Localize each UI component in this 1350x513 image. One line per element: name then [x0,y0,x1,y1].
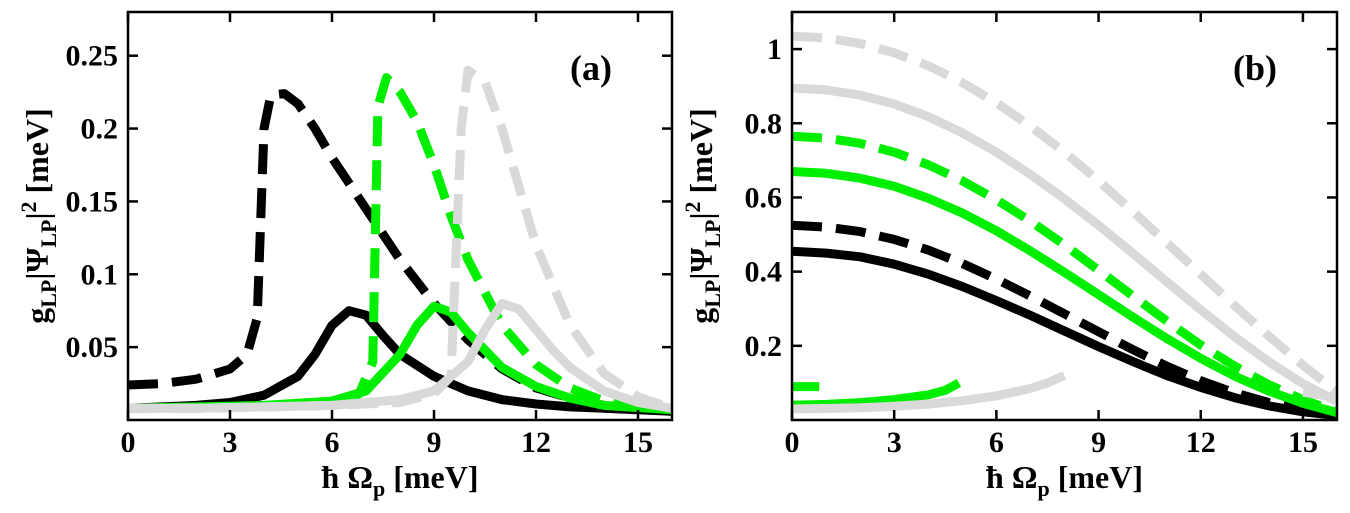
panel-b: 0 3 6 9 12 15 0.2 0.4 0.6 0.8 1 (b) ħ Ωp [meV] gLP|ΨL… [680,10,1339,501]
series-gray-solid [128,298,672,413]
y-tick-label: 0.2 [745,330,783,363]
y-tick-label: 0.8 [745,107,783,140]
panel-a: 0 3 6 9 12 15 0.05 0.1 0.15 0.2 0.25 (a) ħ Ωp [meV] g… [16,10,674,501]
y-tick-label: 0.05 [66,331,119,364]
series-gray-solid [792,83,1337,406]
y-tick-label: 0.2 [81,113,119,146]
x-tick-label: 15 [1288,426,1318,459]
series-gray-dashed [128,65,672,413]
y-tick-label: 0.15 [66,185,119,218]
series-gray-lower-branch [792,371,1067,414]
x-tick-label: 9 [1091,426,1106,459]
y-tick-label: 0.4 [745,256,783,289]
series-black-dashed [128,89,672,416]
x-tick-label: 9 [427,426,442,459]
x-tick-label: 12 [1186,426,1216,459]
y-axis-label: gLP|ΨLP|2 [meV] [16,108,61,324]
y-tick-label: 0.6 [745,181,783,214]
y-axis-label: gLP|ΨLP|2 [meV] [680,108,725,324]
x-tick-label: 15 [623,426,653,459]
y-tick-label: 0.25 [66,40,119,73]
x-tick-label: 3 [887,426,902,459]
x-tick-label: 0 [121,426,136,459]
x-axis-label: ħ Ωp [meV] [322,459,479,501]
panel-label: (b) [1233,48,1277,88]
x-tick-label: 6 [325,426,340,459]
series-gray-tail [1302,387,1337,403]
plot-frame [790,10,1339,422]
x-tick-label: 6 [989,426,1004,459]
y-tick-label: 0.1 [81,258,119,291]
x-tick-label: 3 [223,426,238,459]
panel-label: (a) [570,48,612,88]
x-tick-label: 0 [785,426,800,459]
series-gray-dashed [792,31,1337,396]
series-green-solid [792,167,1337,417]
series-green-dashed [792,131,1337,417]
x-tick-label: 12 [521,426,551,459]
series-black-dashed [792,220,1337,419]
series-group [128,65,672,416]
plot-frame [126,10,674,422]
x-axis-label: ħ Ωp [meV] [986,459,1143,501]
series-group [792,31,1337,420]
y-tick-label: 1 [767,33,782,66]
